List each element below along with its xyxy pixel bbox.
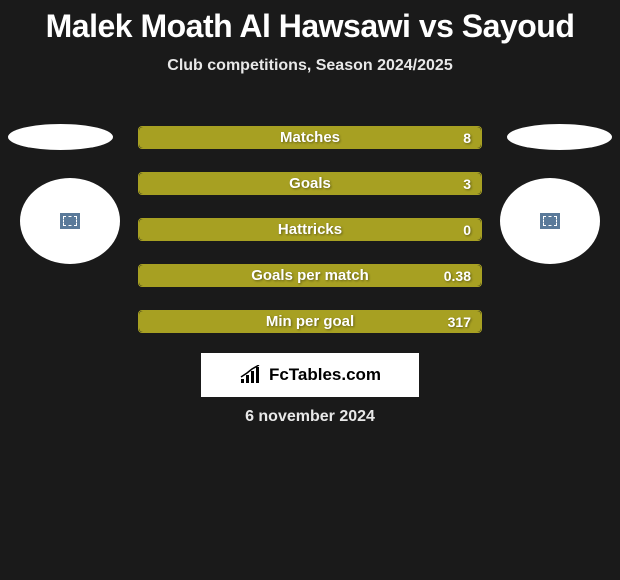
stat-value-goals: 3: [463, 176, 471, 192]
player-right-oval: [507, 124, 612, 150]
stat-row-min-per-goal: Min per goal 317: [138, 310, 482, 333]
stat-row-goals-per-match: Goals per match 0.38: [138, 264, 482, 287]
footer-date: 6 november 2024: [0, 408, 620, 426]
stat-row-hattricks: Hattricks 0: [138, 218, 482, 241]
page-title: Malek Moath Al Hawsawi vs Sayoud: [0, 0, 620, 45]
stat-value-matches: 8: [463, 130, 471, 146]
branding-badge: FcTables.com: [201, 353, 419, 397]
page-subtitle: Club competitions, Season 2024/2025: [0, 57, 620, 75]
team-left-placeholder-icon: [60, 213, 80, 229]
team-right-circle: [500, 178, 600, 264]
branding-text: FcTables.com: [269, 365, 381, 385]
stat-label-matches: Matches: [280, 129, 340, 146]
stat-label-goals: Goals: [289, 175, 331, 192]
branding-chart-icon: [239, 365, 263, 385]
stat-label-goals-per-match: Goals per match: [251, 267, 369, 284]
stat-row-matches: Matches 8: [138, 126, 482, 149]
stat-value-min-per-goal: 317: [448, 314, 471, 330]
stats-container: Matches 8 Goals 3 Hattricks 0 Goals per …: [138, 126, 482, 356]
stat-label-min-per-goal: Min per goal: [266, 313, 354, 330]
player-left-oval: [8, 124, 113, 150]
stat-row-goals: Goals 3: [138, 172, 482, 195]
stat-label-hattricks: Hattricks: [278, 221, 342, 238]
stat-value-hattricks: 0: [463, 222, 471, 238]
stat-value-goals-per-match: 0.38: [444, 268, 471, 284]
team-right-placeholder-icon: [540, 213, 560, 229]
team-left-circle: [20, 178, 120, 264]
